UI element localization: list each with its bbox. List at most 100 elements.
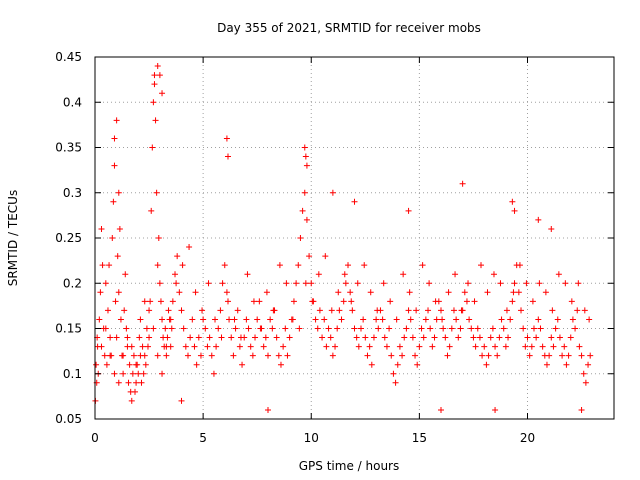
x-tick-label: 5 [199,431,207,445]
data-point [230,352,237,359]
data-point [187,334,194,341]
data-point [265,352,271,359]
data-point [429,343,436,350]
y-tick-label: 0.25 [55,231,82,245]
data-point [245,325,252,332]
data-point [130,352,137,359]
data-point [386,325,393,332]
data-point [195,334,202,341]
data-point [107,334,114,341]
data-point [301,144,308,151]
data-point [444,352,451,359]
data-point [360,316,367,323]
data-point [581,307,588,314]
data-point [189,316,196,323]
data-point [392,379,399,386]
data-point [98,343,105,350]
data-point [431,334,438,341]
data-point [362,334,369,341]
data-point [121,307,128,314]
y-tick-label: 0.4 [63,95,82,109]
data-point [314,325,321,332]
data-point [244,271,251,278]
data-points [92,63,594,413]
data-point [117,316,124,323]
data-point [562,280,569,287]
data-point [396,343,403,350]
data-point [217,307,224,314]
data-point [498,316,505,323]
data-point [522,343,529,350]
data-point [237,334,244,341]
data-point [406,289,413,296]
data-point [530,325,537,332]
data-point [115,379,122,386]
data-point [231,316,238,323]
data-point [572,325,579,332]
data-point [585,361,592,368]
data-point [387,298,394,305]
data-point [446,343,453,350]
data-point [510,289,517,296]
data-point [120,370,127,377]
data-point [149,144,156,151]
data-point [357,325,364,332]
data-point [199,307,206,314]
data-point [205,280,212,287]
data-point [144,343,151,350]
data-point [471,298,478,305]
data-point [104,307,111,314]
data-point [174,253,181,260]
data-point [523,280,530,287]
data-point [114,253,121,260]
data-point [409,334,416,341]
data-point [338,316,345,323]
data-point [143,325,150,332]
data-point [221,262,228,269]
data-point [379,316,386,323]
data-point [129,370,136,377]
data-point [479,352,486,359]
data-point [232,325,239,332]
data-point [256,298,263,305]
data-point [407,316,414,323]
data-point [262,334,269,341]
data-point [368,361,375,368]
data-point [511,280,518,287]
x-tick-label: 10 [304,431,319,445]
data-point [280,343,287,350]
data-point [315,271,322,278]
data-point [137,316,144,323]
data-point [526,352,533,359]
data-point [156,280,163,287]
data-point [334,325,341,332]
data-point [228,334,235,341]
data-point [243,316,250,323]
data-point [353,334,360,341]
data-point [502,343,509,350]
data-point [154,352,161,359]
data-point [178,397,185,404]
data-point [247,343,254,350]
data-point [351,325,358,332]
data-point [494,352,501,359]
data-point [550,343,557,350]
axis-ticks: 0 5 10 15 20 0.05 0.1 0.15 0.2 0.25 0.3 0.35 0.4 0.45 [55,50,614,445]
data-point [349,307,356,314]
data-point [239,361,246,368]
data-point [97,289,104,296]
data-point [575,280,582,287]
data-point [455,334,462,341]
data-point [500,325,507,332]
data-point [325,325,332,332]
data-point [120,352,127,359]
data-point [260,343,267,350]
data-point [563,361,570,368]
data-point [466,316,473,323]
data-point [319,334,326,341]
data-point [425,307,432,314]
data-point [140,370,147,377]
data-point [263,289,270,296]
